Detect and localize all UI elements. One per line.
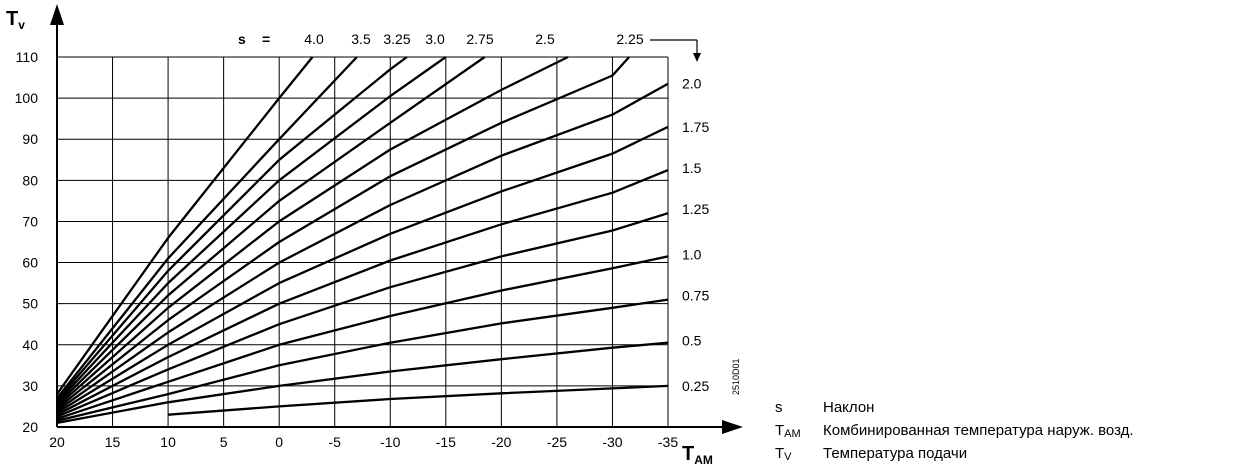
y-axis-label: Tv [6, 8, 25, 32]
legend-row-flow-temp: TV Температура подачи [775, 444, 1134, 467]
top-slope-label: 2.5 [535, 31, 555, 47]
side-slope-label: 1.5 [682, 160, 702, 176]
x-tick-label: 20 [49, 434, 65, 450]
legend-text: Комбинированная температура наруж. возд. [823, 422, 1134, 439]
legend-row-outdoor-temp: TAM Комбинированная температура наруж. в… [775, 421, 1134, 444]
top-slope-label: 2.25 [616, 31, 643, 47]
x-tick-label: 15 [105, 434, 121, 450]
x-tick-label: 5 [220, 434, 228, 450]
legend-symbol: s [775, 399, 783, 416]
top-slope-label: 3.0 [425, 31, 445, 47]
curve-s-0-25 [168, 384, 669, 416]
legend-row-slope: s Наклон [775, 398, 1134, 421]
x-tick-label: -30 [602, 434, 622, 450]
grid [57, 56, 669, 427]
legend: s Наклон TAM Комбинированная температура… [775, 398, 1134, 467]
x-tick-label: 0 [275, 434, 283, 450]
curve-s-1-25 [56, 212, 669, 418]
curve-s-2-75 [56, 56, 486, 406]
figure-code: 2510D01 [731, 358, 741, 395]
curves [56, 55, 669, 425]
y-tick-label: 30 [22, 378, 38, 394]
legend-symbol: TV [775, 445, 792, 463]
y-tick-label: 20 [22, 419, 38, 435]
x-tick-label: -20 [491, 434, 511, 450]
side-slope-label: 2.0 [682, 76, 702, 92]
slope-prefix-label: s [238, 31, 246, 47]
side-slope-label: 1.75 [682, 119, 709, 135]
x-axis-arrow [722, 420, 743, 434]
curve-s-2-25 [56, 56, 630, 410]
curve-s-2-0 [56, 82, 669, 412]
y-tick-label: 100 [15, 90, 39, 106]
x-tick-label: 10 [160, 434, 176, 450]
x-tick-label: -10 [380, 434, 400, 450]
y-tick-label: 80 [22, 172, 38, 188]
x-tick-label: -35 [658, 434, 678, 450]
x-tick-label: -25 [547, 434, 567, 450]
y-tick-label: 50 [22, 296, 38, 312]
curve-s-1-75 [56, 125, 669, 414]
y-tick-label: 110 [16, 49, 39, 65]
y-tick-label: 90 [22, 131, 38, 147]
curve-s-3-5 [56, 56, 358, 399]
slope-pointer-arrow [693, 53, 701, 62]
legend-symbol: TAM [775, 422, 801, 440]
x-axis-label: TAM [682, 443, 713, 467]
side-slope-label: 0.25 [682, 378, 709, 394]
side-slope-label: 1.0 [682, 246, 702, 262]
side-slope-label: 0.5 [682, 333, 702, 349]
top-slope-label: 4.0 [304, 31, 324, 47]
side-slope-label: 1.25 [682, 201, 709, 217]
axes [50, 4, 743, 434]
y-tick-label: 40 [22, 337, 38, 353]
curve-s-0-75 [56, 298, 669, 422]
side-slope-label: 0.75 [682, 287, 709, 303]
y-tick-label: 60 [22, 255, 38, 271]
curve-s-1-0 [56, 255, 669, 420]
top-slope-label: 3.5 [351, 31, 371, 47]
x-tick-label: -15 [436, 434, 456, 450]
legend-text: Наклон [823, 399, 875, 416]
legend-text: Температура подачи [823, 445, 968, 462]
curve-s-1-5 [56, 169, 669, 416]
curve-s-3-25 [56, 56, 408, 402]
slope-equals-label: = [262, 31, 270, 47]
top-slope-label: 2.75 [466, 31, 493, 47]
curve-s-2-5 [56, 55, 569, 408]
curve-s-3-0 [56, 56, 447, 404]
curve-s-0-5 [56, 341, 669, 425]
y-tick-label: 70 [22, 213, 38, 229]
y-axis-arrow [50, 4, 64, 25]
curve-s-4-0 [56, 56, 314, 395]
x-tick-label: -5 [329, 434, 342, 450]
top-slope-label: 3.25 [383, 31, 410, 47]
